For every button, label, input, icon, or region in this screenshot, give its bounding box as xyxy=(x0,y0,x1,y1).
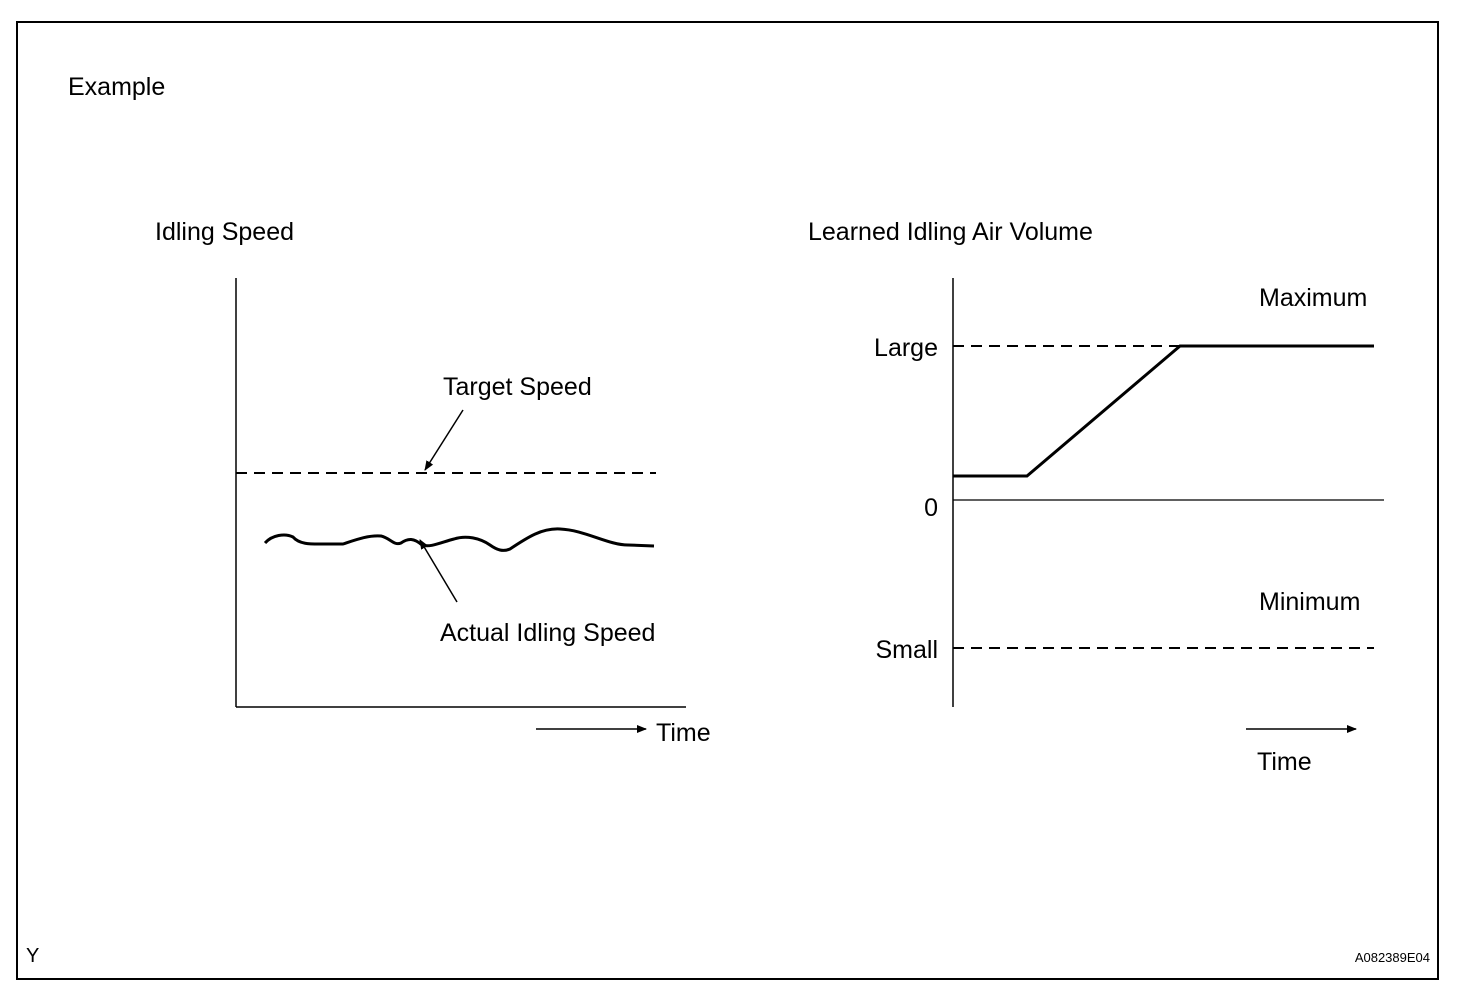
learned-air-volume-title: Learned Idling Air Volume xyxy=(808,218,1093,246)
small-label: Small xyxy=(875,636,938,664)
learned-volume-curve xyxy=(953,344,1374,478)
maximum-label: Maximum xyxy=(1259,284,1367,312)
learned-air-volume-chart: Learned Idling Air Volume Maximum Minimu… xyxy=(808,218,1384,776)
actual-idling-speed-label: Actual Idling Speed xyxy=(440,619,655,647)
target-speed-pointer xyxy=(424,409,464,471)
large-label: Large xyxy=(874,334,938,362)
left-time-label: Time xyxy=(656,719,711,747)
footer-right-code: A082389E04 xyxy=(1355,950,1430,965)
actual-idling-speed-curve xyxy=(263,527,655,552)
right-time-label: Time xyxy=(1257,748,1312,776)
idling-speed-title: Idling Speed xyxy=(155,218,294,246)
idling-speed-chart: Idling Speed Target Speed Actual Idling … xyxy=(155,218,711,747)
example-label: Example xyxy=(68,73,165,101)
footer-left-code: Y xyxy=(26,945,39,967)
actual-speed-pointer xyxy=(419,539,458,603)
target-speed-label: Target Speed xyxy=(443,373,592,401)
minimum-label: Minimum xyxy=(1259,588,1360,616)
outer-frame xyxy=(16,21,1439,980)
zero-label: 0 xyxy=(924,494,938,522)
